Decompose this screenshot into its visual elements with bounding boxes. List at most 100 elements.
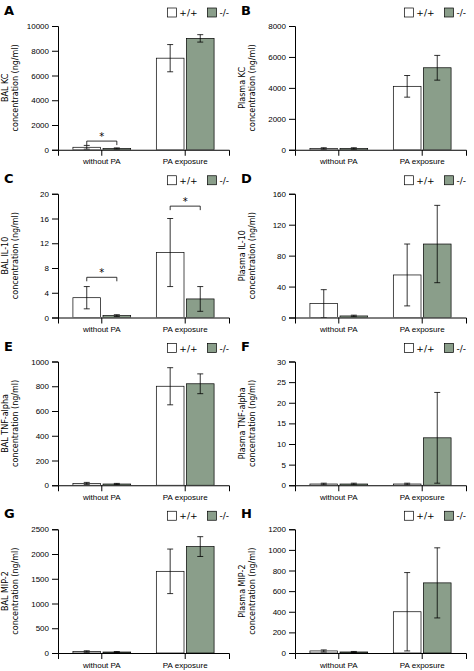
panel-label: G [4,506,15,521]
y-tick: 0 [282,649,295,658]
legend-swatch [207,8,216,17]
y-tick: 8000 [31,47,58,56]
y-axis-label: BAL KCconcentration (ng/ml) [1,44,20,131]
x-tick-mark [101,653,102,659]
x-axis: without PAPA exposure [296,150,467,167]
legend-item: +/+ [404,176,434,186]
panel: 0200040006000800010000without PAPA expos… [1,3,230,166]
y-tick-label: 0 [45,649,50,658]
y-tick-mark [52,604,58,605]
bar [340,149,368,150]
legend-swatch [444,344,453,353]
x-tick-label: PA exposure [163,661,208,670]
y-axis-label-line: concentration (ng/ml) [11,212,20,299]
error-bar [434,205,440,282]
y-tick-mark [52,318,58,319]
y-axis-line [52,362,59,486]
panel-label: C [4,171,14,186]
y-axis-label: BAL TNF-alphaconcentration (ng/ml) [1,380,20,467]
y-tick-label: 0 [45,481,50,490]
y-tick: 200 [36,457,58,466]
legend-item: +/+ [404,511,434,521]
marks [310,205,451,317]
y-tick-mark [52,219,58,220]
x-tick-mark [422,485,423,491]
legend-label: +/+ [179,344,197,354]
plot-area: 0200040006000800010000without PAPA expos… [1,8,230,166]
y-axis-label-line: BAL KC [1,73,10,102]
y-tick-label: 0 [282,146,287,155]
x-tick: without PA [82,653,121,670]
x-tick-label: PA exposure [163,325,208,334]
x-axis-line [59,486,230,492]
y-tick-mark [289,403,295,404]
legend-swatch [207,176,216,185]
x-axis-line [296,654,467,660]
y-axis-label-line: Plasma TNF-alpha [238,387,247,459]
y-tick-label: 40 [277,283,286,292]
legend-swatch [404,344,413,353]
panel: 02004006008001000without PAPA exposureBA… [1,339,230,502]
y-tick: 1000 [31,600,58,609]
y-tick-mark [52,579,58,580]
x-tick-label: PA exposure [400,661,445,670]
error-bar [351,148,357,150]
legend-swatch [404,176,413,185]
legend-label: +/+ [416,344,434,354]
y-tick: 0 [282,481,295,490]
error-bar [351,483,357,485]
y-tick: 12 [40,239,58,248]
y-tick-mark [289,382,295,383]
y-tick: 120 [273,221,295,230]
x-tick: PA exposure [163,485,208,502]
y-tick: 600 [36,407,58,416]
y-tick: 800 [36,382,58,391]
y-tick-label: 8000 [268,22,286,31]
error-bar [197,374,203,394]
x-tick-label: without PA [82,325,121,334]
y-tick-label: 8000 [31,47,49,56]
legend-label: -/- [219,344,229,354]
x-axis-line [59,150,230,156]
legend-swatch [404,8,413,17]
x-tick-mark [101,485,102,491]
error-bar [404,244,410,306]
x-tick: without PA [319,653,358,670]
x-axis: without PAPA exposure [296,485,467,502]
error-bar [84,287,90,309]
x-axis-line [296,150,467,156]
y-tick-label: 5 [282,461,287,470]
y-axis-label-line: concentration (ng/ml) [11,44,20,131]
x-tick: PA exposure [163,150,208,167]
x-tick: PA exposure [400,318,445,335]
y-tick: 600 [273,587,295,596]
y-tick-label: 0 [282,481,287,490]
y-tick: 0 [282,146,295,155]
bar [103,484,131,485]
legend-label: -/- [456,344,466,354]
y-tick-label: 15 [277,419,286,428]
error-bar [197,35,203,42]
y-tick-mark [289,485,295,486]
y-tick-label: 8 [45,264,50,273]
y-tick-mark [52,243,58,244]
y-axis: 02004006008001000 [31,358,58,491]
y-tick-label: 1000 [31,600,49,609]
y-tick: 5 [282,461,295,470]
legend-item: -/- [444,8,466,18]
error-bar [84,482,90,484]
bar [340,484,368,485]
y-tick-mark [52,386,58,387]
legend-swatch [167,511,176,520]
legend-swatch [207,511,216,520]
legend-swatch [444,176,453,185]
x-axis: without PAPA exposure [59,150,230,167]
significance-label: * [183,196,188,207]
y-axis: 02000400060008000 [268,22,295,155]
y-tick-label: 10 [277,440,286,449]
bar [103,652,131,653]
error-bar [321,483,327,485]
legend-label: +/+ [179,511,197,521]
x-axis-line [296,486,467,492]
y-tick-mark [52,150,58,151]
